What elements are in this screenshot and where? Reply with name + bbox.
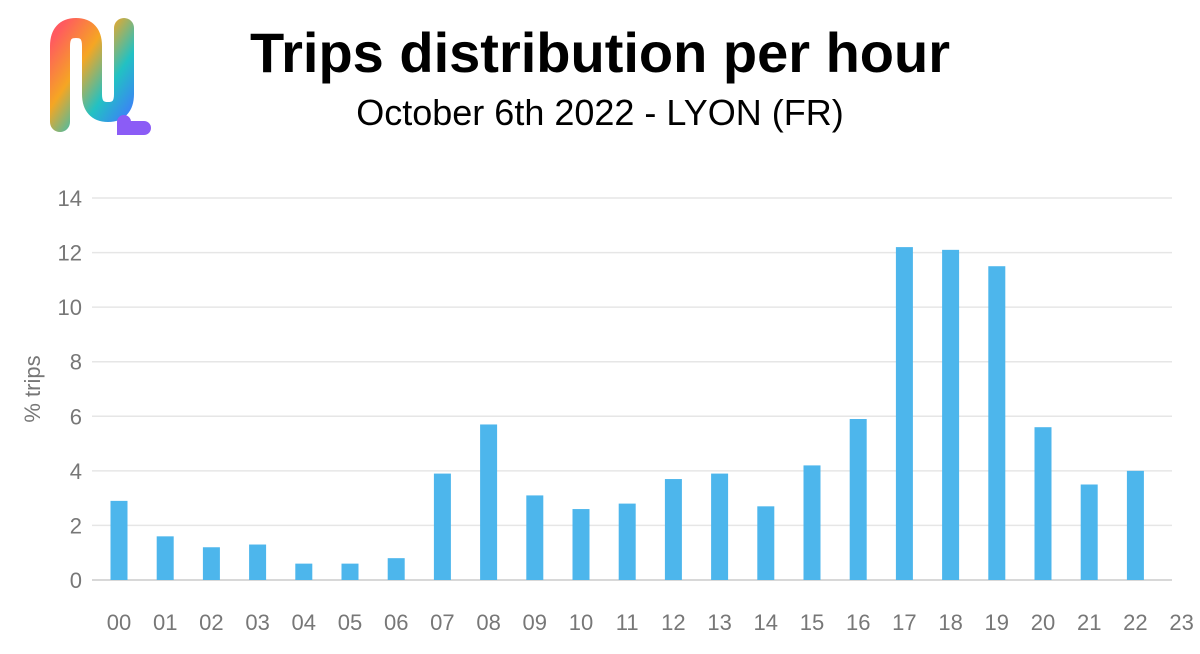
bar-17 bbox=[895, 247, 913, 580]
bar-07 bbox=[433, 473, 451, 580]
x-tick-label: 05 bbox=[338, 610, 362, 635]
x-tick-label: 08 bbox=[476, 610, 500, 635]
x-tick-label: 19 bbox=[985, 610, 1009, 635]
bar-20 bbox=[1034, 427, 1052, 580]
y-tick-label: 10 bbox=[58, 295, 82, 320]
x-tick-label: 18 bbox=[938, 610, 962, 635]
x-tick-label: 22 bbox=[1123, 610, 1147, 635]
x-tick-label: 11 bbox=[616, 610, 639, 635]
bar-13 bbox=[711, 473, 729, 580]
x-tick-label: 15 bbox=[800, 610, 824, 635]
x-tick-label: 03 bbox=[245, 610, 269, 635]
bar-15 bbox=[803, 465, 821, 580]
y-axis-label: % trips bbox=[20, 355, 45, 422]
x-tick-label: 00 bbox=[107, 610, 131, 635]
x-tick-label: 21 bbox=[1077, 610, 1101, 635]
x-tick-label: 04 bbox=[292, 610, 316, 635]
bar-22 bbox=[1126, 470, 1144, 580]
bar-05 bbox=[341, 563, 359, 580]
x-tick-labels: 00 01 02 03 04 05 06 07 08 09 10 11 12 13 14 15 16 17 18 19… bbox=[107, 610, 1194, 635]
x-tick-label: 10 bbox=[569, 610, 593, 635]
y-tick-label: 2 bbox=[70, 513, 82, 538]
x-tick-label: 09 bbox=[523, 610, 547, 635]
brand-logo-icon bbox=[50, 18, 151, 135]
chart-subtitle: October 6th 2022 - LYON (FR) bbox=[356, 92, 844, 133]
bar-09 bbox=[526, 495, 544, 580]
bar-16 bbox=[849, 419, 867, 580]
y-tick-label: 4 bbox=[70, 459, 82, 484]
x-tick-label: 02 bbox=[199, 610, 223, 635]
bar-19 bbox=[988, 266, 1006, 580]
bar-21 bbox=[1080, 484, 1098, 580]
bar-06 bbox=[387, 558, 405, 580]
x-tick-label: 16 bbox=[846, 610, 870, 635]
y-tick-label: 8 bbox=[70, 350, 82, 375]
bar-02 bbox=[202, 547, 220, 580]
x-tick-label: 07 bbox=[430, 610, 454, 635]
x-tick-label: 12 bbox=[661, 610, 685, 635]
x-tick-label: 23 bbox=[1169, 610, 1193, 635]
bar-14 bbox=[757, 506, 775, 580]
bar-03 bbox=[249, 544, 267, 580]
x-tick-label: 14 bbox=[754, 610, 778, 635]
bar-12 bbox=[664, 479, 682, 580]
bar-04 bbox=[295, 563, 313, 580]
y-tick-label: 14 bbox=[58, 186, 82, 211]
bar-18 bbox=[942, 249, 960, 581]
y-tick-labels: 0 2 4 6 8 10 12 14 bbox=[58, 186, 82, 593]
x-tick-label: 17 bbox=[892, 610, 916, 635]
x-tick-label: 20 bbox=[1031, 610, 1055, 635]
y-tick-label: 6 bbox=[70, 404, 82, 429]
y-tick-label: 0 bbox=[70, 568, 82, 593]
y-tick-label: 12 bbox=[58, 241, 82, 266]
bar-00 bbox=[110, 500, 128, 580]
x-tick-label: 06 bbox=[384, 610, 408, 635]
bar-01 bbox=[156, 536, 174, 580]
bar-08 bbox=[480, 424, 498, 580]
chart-title: Trips distribution per hour bbox=[250, 21, 950, 84]
x-tick-label: 13 bbox=[707, 610, 731, 635]
bar-11 bbox=[618, 503, 636, 580]
x-tick-label: 01 bbox=[153, 610, 177, 635]
bars bbox=[110, 247, 1144, 581]
bar-10 bbox=[572, 509, 590, 580]
